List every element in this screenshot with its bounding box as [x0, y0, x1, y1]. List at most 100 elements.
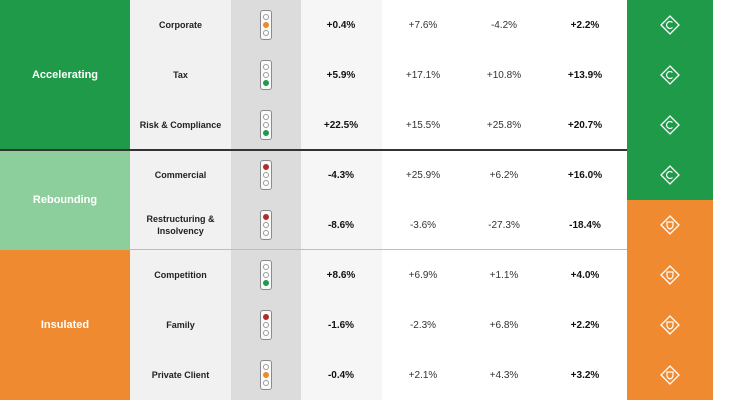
traffic-light-icon	[231, 100, 301, 150]
practice-label: Commercial	[154, 170, 207, 180]
value-cell: +10.8%	[486, 69, 522, 81]
practice-label: Risk & Compliance	[139, 120, 222, 130]
group-accelerating: Accelerating	[0, 0, 130, 150]
diamond-up-icon	[660, 115, 680, 135]
table-row: Competition +8.6% +6.9% +1.1% +4.0%	[130, 250, 627, 300]
value-cell: +6.9%	[408, 269, 438, 281]
value-cell: +15.5%	[405, 119, 441, 131]
red-lamp	[263, 364, 269, 370]
value-cell: +8.6%	[326, 269, 356, 281]
value-cell: -2.3%	[409, 319, 437, 331]
green-lamp	[263, 330, 269, 336]
value-cell: +6.2%	[489, 169, 519, 181]
table-row: Family -1.6% -2.3% +6.8% +2.2%	[130, 300, 627, 350]
status-cell	[627, 50, 713, 100]
traffic-light-icon	[231, 250, 301, 300]
value-cell: -4.3%	[327, 169, 355, 181]
value-cell: -4.2%	[490, 19, 518, 31]
table-row: Risk & Compliance +22.5% +15.5% +25.8% +20.7…	[130, 100, 627, 150]
value-cell: +16.0%	[567, 169, 603, 181]
red-lamp	[263, 64, 269, 70]
value-cell: +4.0%	[570, 269, 600, 281]
value-cell: +1.1%	[489, 269, 519, 281]
table-row: Private Client -0.4% +2.1% +4.3% +3.2%	[130, 350, 627, 400]
practice-label: Competition	[154, 270, 207, 280]
amber-lamp	[263, 122, 269, 128]
status-cell	[627, 250, 713, 300]
ytd-column	[301, 0, 382, 400]
value-cell: +2.2%	[570, 319, 600, 331]
status-cell	[627, 0, 713, 50]
red-lamp	[263, 214, 269, 220]
green-lamp	[263, 80, 269, 86]
value-cell: +13.9%	[567, 69, 603, 81]
table-row: Restructuring & Insolvency -8.6% -3.6% -27.…	[130, 200, 627, 250]
diamond-shield-icon	[660, 315, 680, 335]
traffic-light-icon	[231, 150, 301, 200]
traffic-light-icon	[231, 300, 301, 350]
practice-column	[130, 0, 231, 400]
practice-label: Private Client	[151, 370, 210, 380]
value-cell: -1.6%	[327, 319, 355, 331]
value-cell: -3.6%	[409, 219, 437, 231]
diamond-up-icon	[660, 15, 680, 35]
value-cell: -27.3%	[488, 219, 520, 231]
green-lamp	[263, 130, 269, 136]
green-lamp	[263, 380, 269, 386]
value-cell: +0.4%	[326, 19, 356, 31]
status-cell	[627, 200, 713, 250]
value-cell: +6.8%	[489, 319, 519, 331]
value-cell: -18.4%	[569, 219, 601, 231]
value-cell: -8.6%	[327, 219, 355, 231]
group-rebounding: Rebounding	[0, 150, 130, 250]
diamond-shield-icon	[660, 365, 680, 385]
status-cell	[627, 100, 713, 150]
green-lamp	[263, 30, 269, 36]
practice-label: Corporate	[158, 20, 202, 30]
amber-lamp	[263, 172, 269, 178]
value-cell: +5.9%	[326, 69, 356, 81]
red-lamp	[263, 264, 269, 270]
table-row: Corporate +0.4% +7.6% -4.2% +2.2%	[130, 0, 627, 50]
green-lamp	[263, 180, 269, 186]
amber-lamp	[263, 372, 269, 378]
amber-lamp	[263, 22, 269, 28]
value-cell: +2.2%	[570, 19, 600, 31]
group-insulated: Insulated	[0, 250, 130, 400]
traffic-light-icon	[231, 0, 301, 50]
green-lamp	[263, 230, 269, 236]
traffic-light-icon	[231, 350, 301, 400]
amber-lamp	[263, 72, 269, 78]
amber-lamp	[263, 322, 269, 328]
amber-lamp	[263, 272, 269, 278]
value-cell: +25.8%	[486, 119, 522, 131]
value-cell: +22.5%	[323, 119, 359, 131]
red-lamp	[263, 164, 269, 170]
value-cell: +20.7%	[567, 119, 603, 131]
group-divider	[130, 249, 627, 250]
practice-label: Tax	[173, 70, 188, 80]
status-cell	[627, 350, 713, 400]
table-row: Tax +5.9% +17.1% +10.8% +13.9%	[130, 50, 627, 100]
red-lamp	[263, 14, 269, 20]
practice-label: Restructuring & Insolvency	[146, 214, 215, 236]
amber-lamp	[263, 222, 269, 228]
value-cell: +4.3%	[489, 369, 519, 381]
traffic-light-icon	[231, 200, 301, 250]
diamond-up-icon	[660, 165, 680, 185]
traffic-light-icon	[231, 50, 301, 100]
group-divider	[0, 149, 627, 151]
value-cell: -0.4%	[327, 369, 355, 381]
green-lamp	[263, 280, 269, 286]
status-cell	[627, 150, 713, 200]
red-lamp	[263, 314, 269, 320]
value-cell: +3.2%	[570, 369, 600, 381]
table-row: Commercial -4.3% +25.9% +6.2% +16.0%	[130, 150, 627, 200]
red-lamp	[263, 114, 269, 120]
practice-label: Family	[166, 320, 195, 330]
value-cell: +2.1%	[408, 369, 438, 381]
value-cell: +17.1%	[405, 69, 441, 81]
diamond-shield-icon	[660, 215, 680, 235]
value-cell: +7.6%	[408, 19, 438, 31]
